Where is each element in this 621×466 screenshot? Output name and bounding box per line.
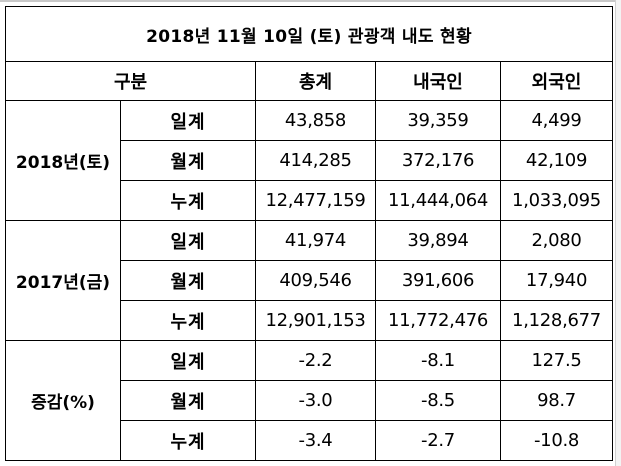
cell-domestic: 391,606 [375, 260, 501, 301]
cell-foreign: 1,033,095 [499, 180, 614, 221]
cell-total: 414,285 [255, 140, 376, 181]
cell-total: 12,901,153 [255, 300, 376, 341]
title-row: 2018년 11월 10일 (토) 관광객 내도 현황 [4, 6, 614, 62]
header-category: 구분 [5, 61, 256, 101]
cell-domestic: 372,176 [375, 140, 501, 181]
cell-domestic: -8.5 [375, 380, 501, 421]
cell-foreign: 127.5 [499, 340, 614, 381]
row-label: 누계 [120, 180, 256, 221]
cell-domestic: -8.1 [375, 340, 501, 381]
header-foreign: 외국인 [499, 61, 614, 101]
table-row: 월계 409,546 391,606 17,940 [6, 260, 614, 301]
cell-total: -3.0 [255, 380, 376, 421]
cell-total: -2.2 [255, 340, 376, 381]
cell-total: 12,477,159 [255, 180, 376, 221]
table-row: 2018년(토) 일계 43,858 39,359 4,499 [5, 100, 614, 221]
group-label-2017: 2017년(금) [5, 220, 121, 341]
cell-foreign: 1,128,677 [499, 300, 614, 341]
cell-foreign: 4,499 [499, 100, 614, 141]
row-label: 일계 [120, 100, 256, 141]
tourist-arrival-table: 2018년 11월 10일 (토) 관광객 내도 현황 구분 총계 내국인 외국… [4, 6, 614, 461]
table-row: 누계 12,901,153 11,772,476 1,128,677 [6, 300, 614, 341]
cell-total: 409,546 [255, 260, 376, 301]
header-total: 총계 [255, 61, 376, 101]
row-label: 월계 [120, 140, 256, 181]
cell-domestic: 39,359 [375, 100, 501, 141]
window-top-edge [0, 0, 621, 2]
row-label: 일계 [120, 340, 256, 381]
row-label: 누계 [120, 300, 256, 341]
table-row: 월계 -3.0 -8.5 98.7 [6, 380, 614, 421]
header-domestic: 내국인 [375, 61, 501, 101]
cell-foreign: -10.8 [499, 420, 614, 461]
group-label-2018: 2018년(토) [5, 100, 121, 221]
table-row: 2017년(금) 일계 41,974 39,894 2,080 [5, 220, 614, 341]
cell-domestic: 39,894 [375, 220, 501, 261]
row-label: 일계 [120, 220, 256, 261]
header-row: 구분 총계 내국인 외국인 [5, 61, 614, 101]
cell-total: 41,974 [255, 220, 376, 261]
cell-domestic: -2.7 [375, 420, 501, 461]
table-row: 누계 12,477,159 11,444,064 1,033,095 [6, 180, 614, 221]
row-label: 월계 [120, 260, 256, 301]
table-row: 월계 414,285 372,176 42,109 [6, 140, 614, 181]
cell-foreign: 17,940 [499, 260, 614, 301]
group-label-change: 증감(%) [5, 340, 121, 461]
table-row: 누계 -3.4 -2.7 -10.8 [6, 420, 614, 461]
row-label: 누계 [120, 420, 256, 461]
cell-domestic: 11,772,476 [375, 300, 501, 341]
table-row: 증감(%) 일계 -2.2 -8.1 127.5 [5, 340, 614, 461]
cell-domestic: 11,444,064 [375, 180, 501, 221]
cell-foreign: 98.7 [499, 380, 614, 421]
row-label: 월계 [120, 380, 256, 421]
table-title: 2018년 11월 10일 (토) 관광객 내도 현황 [4, 6, 614, 62]
cell-foreign: 42,109 [499, 140, 614, 181]
vertical-scrollbar[interactable] [615, 0, 621, 466]
cell-total: -3.4 [255, 420, 376, 461]
cell-foreign: 2,080 [499, 220, 614, 261]
cell-total: 43,858 [255, 100, 376, 141]
